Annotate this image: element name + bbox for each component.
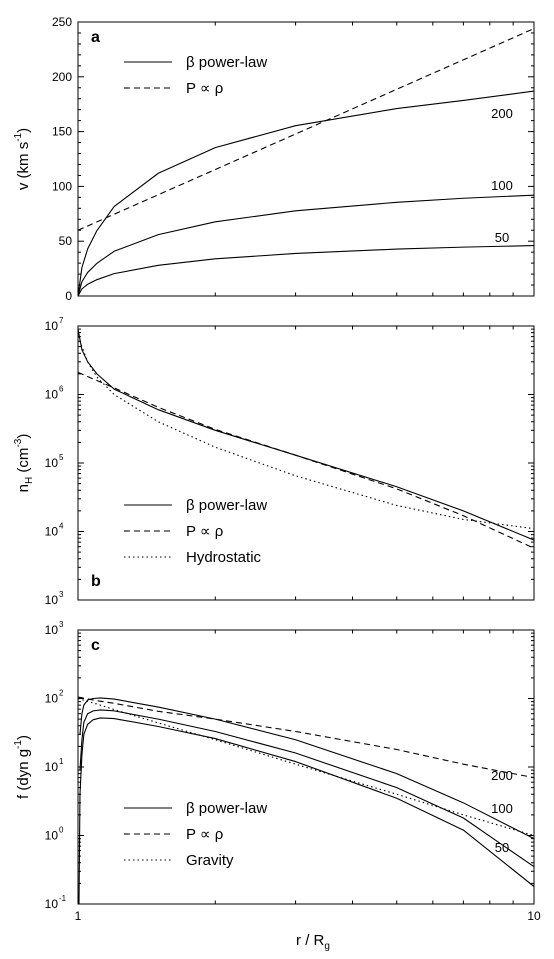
y-tick-label: 10 xyxy=(45,525,59,539)
curve-label-a-50: 50 xyxy=(495,230,509,245)
y-axis-title-subscript: H xyxy=(24,477,35,484)
series-group-c xyxy=(78,696,534,904)
y-axis-title-text: v (km s xyxy=(15,142,32,190)
series-line-b-Hydrostatic xyxy=(78,336,534,530)
y-tick-label-exponent: 3 xyxy=(59,620,64,629)
y-axis-title-text: (cm xyxy=(15,448,32,477)
legend-a: β power-law P ∝ ρ xyxy=(124,54,267,97)
legend-label: β power-law xyxy=(186,54,267,71)
x-ticks-a xyxy=(77,22,535,296)
legend-label: P ∝ ρ xyxy=(186,80,223,97)
y-tick-label: 10 xyxy=(45,829,59,843)
series-line-c-100 xyxy=(79,709,534,868)
series-group-a xyxy=(78,28,534,296)
series-line-b-P ∝ ρ xyxy=(78,371,534,549)
panel-a-velocity: 0 50 100 150 200 250 v (km s-1) a 200 100 50 β powe… xyxy=(13,15,535,303)
y-axis-title-a: v (km s-1) xyxy=(13,128,32,190)
y-ticks-c xyxy=(78,629,534,905)
y-ticks-b xyxy=(78,325,534,601)
series-line-a-50 xyxy=(78,245,534,296)
y-axis-title-text: ) xyxy=(15,434,32,439)
series-line-a-200 xyxy=(78,90,534,296)
panel-letter-b: b xyxy=(91,573,101,590)
x-axis-title-subscript: g xyxy=(324,941,330,952)
legend-b: β power-law P ∝ ρ Hydrostatic xyxy=(124,497,267,566)
y-tick-label-exponent: 3 xyxy=(59,590,64,599)
legend-label: β power-law xyxy=(186,497,267,514)
x-ticks-c xyxy=(77,630,535,904)
y-tick-label: 10 xyxy=(45,692,59,706)
x-axis-title: r / Rg xyxy=(296,932,330,952)
y-tick-label: 10 xyxy=(45,388,59,402)
legend-label: Hydrostatic xyxy=(186,549,262,566)
y-axis-title-text: ) xyxy=(15,735,32,740)
series-line-c-dotted xyxy=(78,697,534,837)
y-tick-label: 10 xyxy=(45,593,59,607)
y-tick-label: 10 xyxy=(45,760,59,774)
y-tick-label: 10 xyxy=(45,623,59,637)
y-tick-label: 0 xyxy=(65,289,72,303)
y-tick-label-exponent: 0 xyxy=(59,826,64,835)
series-line-b-β power-law xyxy=(78,329,534,541)
y-axis-title-superscript: -1 xyxy=(13,740,24,749)
y-axis-title-text: ) xyxy=(15,128,32,133)
y-tick-label-exponent: 2 xyxy=(59,689,64,698)
series-line-c-50 xyxy=(78,717,534,904)
curve-label-c-50: 50 xyxy=(495,840,509,855)
y-tick-label-exponent: -1 xyxy=(59,894,67,903)
y-axis-title-c: f (dyn g-1) xyxy=(13,735,32,799)
y-tick-label: 10 xyxy=(45,456,59,470)
legend-label: P ∝ ρ xyxy=(186,826,223,843)
y-tick-label-exponent: 6 xyxy=(59,385,64,394)
series-line-a-dashed xyxy=(78,28,534,231)
x-ticks-b xyxy=(77,326,535,600)
legend-label: Gravity xyxy=(186,852,234,869)
y-tick-label: 200 xyxy=(52,70,72,84)
curve-label-c-200: 200 xyxy=(491,768,513,783)
series-group-b xyxy=(78,329,534,549)
x-tick-label: 10 xyxy=(527,909,541,923)
y-axis-title-b: nH (cm-3) xyxy=(13,434,35,493)
y-tick-label-exponent: 1 xyxy=(59,757,64,766)
y-tick-label-exponent: 4 xyxy=(59,522,64,531)
legend-c: β power-law P ∝ ρ Gravity xyxy=(124,800,267,869)
y-tick-label: 100 xyxy=(52,179,72,193)
curve-label-a-100: 100 xyxy=(491,178,513,193)
y-tick-label-exponent: 7 xyxy=(59,316,64,325)
y-axis-title-text: n xyxy=(15,484,32,492)
series-line-c-dashed xyxy=(78,696,534,779)
panel-letter-a: a xyxy=(91,29,100,46)
curve-label-a-200: 200 xyxy=(491,106,513,121)
axes-frame-c xyxy=(77,629,535,905)
series-line-c-200 xyxy=(79,697,534,840)
panel-letter-c: c xyxy=(91,637,100,654)
y-tick-label: 150 xyxy=(52,125,72,139)
y-ticks-a xyxy=(78,21,534,297)
y-tick-label-exponent: 5 xyxy=(59,453,64,462)
legend-label: β power-law xyxy=(186,800,267,817)
x-tick-label: 1 xyxy=(75,909,82,923)
curve-label-c-100: 100 xyxy=(491,801,513,816)
y-tick-label: 50 xyxy=(59,234,73,248)
legend-label: P ∝ ρ xyxy=(186,523,223,540)
series-line-a-100 xyxy=(78,194,534,296)
y-tick-label: 10 xyxy=(45,897,59,911)
y-axis-title-superscript: -3 xyxy=(13,438,24,447)
y-tick-label: 250 xyxy=(52,15,72,29)
axes-frame-a xyxy=(77,21,535,297)
y-axis-title-superscript: -1 xyxy=(13,132,24,141)
y-tick-label: 10 xyxy=(45,319,59,333)
y-axis-title-text: f (dyn g xyxy=(15,749,32,799)
axes-frame-b xyxy=(77,325,535,601)
